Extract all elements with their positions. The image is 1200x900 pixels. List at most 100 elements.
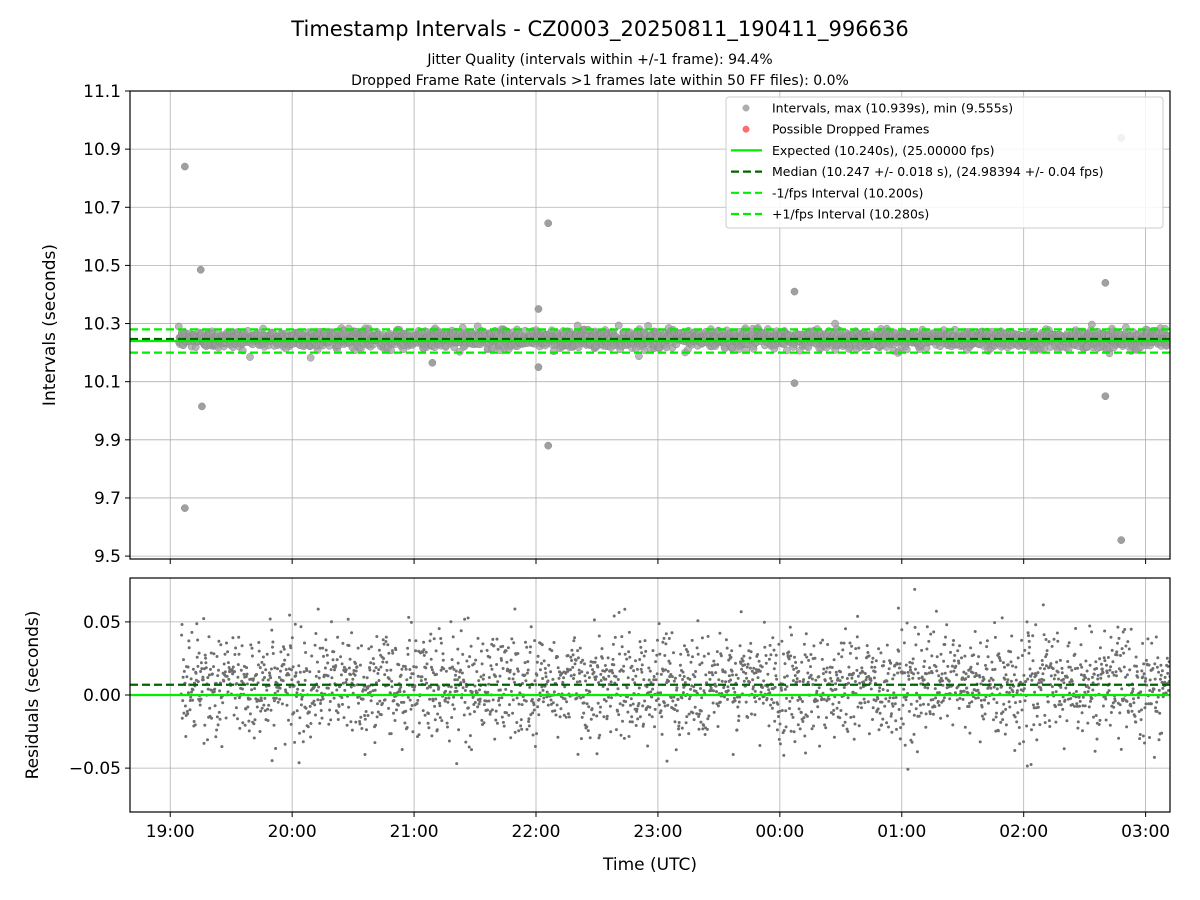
residual-point — [860, 666, 864, 670]
residual-point — [915, 699, 919, 703]
residual-point — [1001, 718, 1005, 722]
residual-point — [958, 696, 962, 700]
residual-point — [594, 678, 597, 681]
residual-point — [926, 686, 930, 690]
residual-point — [821, 672, 825, 676]
residual-point — [253, 687, 257, 691]
residual-point — [381, 660, 385, 664]
residual-point — [438, 704, 442, 708]
residual-point — [943, 671, 947, 675]
residual-point — [623, 607, 627, 611]
residual-point — [758, 697, 761, 701]
residual-point — [576, 656, 580, 660]
residual-point — [355, 665, 359, 669]
residual-point — [955, 698, 959, 702]
residual-point — [198, 703, 202, 707]
residual-point — [859, 701, 863, 705]
residual-point — [744, 700, 748, 704]
residual-point — [190, 690, 193, 694]
residual-point — [1004, 723, 1008, 727]
residual-point — [910, 740, 914, 744]
residual-point — [716, 663, 720, 667]
residual-point — [259, 709, 263, 713]
residual-point — [871, 706, 875, 710]
residual-point — [256, 663, 260, 667]
residual-point — [459, 681, 463, 685]
residual-point — [935, 669, 939, 673]
residual-point — [279, 650, 283, 654]
residual-point — [441, 658, 445, 662]
residual-point — [396, 703, 400, 707]
residual-point — [918, 703, 922, 707]
residual-point — [482, 703, 486, 707]
residual-point — [841, 724, 845, 727]
residual-point — [915, 750, 919, 754]
residual-point — [626, 710, 630, 714]
residual-point — [616, 709, 620, 713]
residual-point — [379, 665, 383, 669]
residual-point — [546, 703, 550, 707]
residual-point — [288, 685, 292, 689]
residual-point — [742, 679, 746, 683]
residual-point — [390, 685, 394, 689]
residual-point — [975, 674, 979, 677]
residual-point — [904, 663, 908, 667]
residual-point — [290, 668, 293, 672]
residual-point — [181, 699, 185, 703]
residual-point — [898, 666, 901, 670]
residual-point — [447, 739, 451, 743]
residual-point — [709, 686, 713, 690]
residual-point — [622, 664, 626, 668]
residual-point — [594, 675, 598, 679]
residual-point — [639, 645, 643, 649]
residual-point — [889, 714, 893, 718]
residual-point — [585, 725, 589, 729]
residual-point — [922, 702, 925, 706]
residual-point — [538, 691, 542, 695]
legend-marker — [742, 125, 750, 133]
residual-point — [438, 701, 441, 705]
residual-point — [984, 663, 987, 667]
residual-point — [257, 649, 261, 653]
residual-point — [691, 655, 694, 659]
residual-point — [942, 696, 946, 700]
chart-title: Timestamp Intervals - CZ0003_20250811_19… — [290, 17, 908, 42]
residual-point — [276, 667, 279, 671]
residual-point — [689, 687, 693, 691]
residual-point — [444, 669, 448, 673]
residual-point — [453, 678, 457, 682]
residual-point — [739, 610, 743, 614]
residual-point — [290, 678, 294, 682]
residual-point — [185, 675, 189, 679]
residual-point — [326, 674, 330, 678]
top-y-tick-label: 10.5 — [83, 256, 121, 276]
residual-point — [597, 634, 601, 638]
residual-point — [298, 670, 302, 674]
residual-point — [643, 639, 647, 643]
residual-point — [817, 715, 820, 719]
residual-point — [540, 643, 544, 647]
residual-point — [240, 644, 244, 648]
residual-point — [770, 706, 774, 710]
residual-point — [789, 654, 793, 658]
residual-point — [461, 652, 465, 656]
residual-point — [372, 669, 376, 673]
residual-point — [394, 648, 398, 652]
residual-point — [208, 706, 212, 710]
residual-point — [649, 690, 653, 694]
residual-point — [805, 655, 809, 659]
residual-point — [242, 664, 246, 668]
residual-point — [870, 665, 874, 669]
residual-point — [767, 688, 771, 692]
residual-point — [233, 696, 237, 700]
residual-point — [597, 681, 601, 685]
residual-point — [350, 728, 354, 732]
residual-point — [335, 658, 339, 662]
residual-point — [473, 710, 476, 714]
residual-point — [896, 671, 900, 675]
residual-point — [383, 698, 387, 702]
residual-point — [785, 696, 788, 700]
residual-point — [525, 727, 529, 731]
residual-point — [600, 656, 604, 660]
residual-point — [266, 707, 270, 711]
